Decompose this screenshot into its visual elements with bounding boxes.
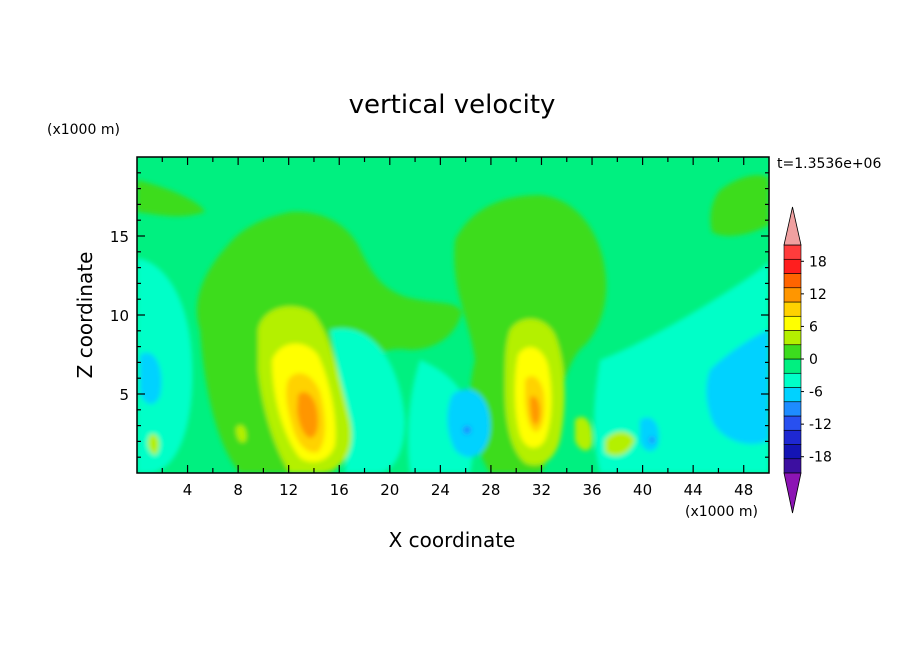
chart-title: vertical velocity xyxy=(349,90,556,120)
y-tick-label: 10 xyxy=(110,307,129,325)
colorbar-cell xyxy=(783,344,802,360)
colorbar-cell xyxy=(783,315,802,331)
colorbar-under-arrow xyxy=(783,472,802,514)
x-tick-label: 28 xyxy=(481,481,500,499)
x-axis-label: X coordinate xyxy=(389,528,516,552)
x-tick-label: 32 xyxy=(532,481,551,499)
colorbar-label: 0 xyxy=(809,352,818,368)
x-tick-label: 8 xyxy=(233,481,243,499)
colorbar-cell xyxy=(783,387,802,403)
velocity-field xyxy=(137,157,769,473)
colorbar-cell xyxy=(783,444,802,460)
x-tick-label: 24 xyxy=(431,481,450,499)
x-tick-label: 40 xyxy=(633,481,652,499)
y-axis: 5 10 15 xyxy=(110,172,769,458)
colorbar-cell xyxy=(783,273,802,289)
time-label: t=1.3536e+06 xyxy=(777,156,881,172)
colorbar-cell xyxy=(783,301,802,317)
y-axis-label: Z coordinate xyxy=(73,252,97,379)
x-tick-label: 44 xyxy=(684,481,703,499)
colorbar-label: -6 xyxy=(809,385,823,401)
x-tick-label: 16 xyxy=(330,481,349,499)
colorbar-cell xyxy=(783,287,802,303)
x-tick-label: 4 xyxy=(183,481,193,499)
x-tick-label: 12 xyxy=(279,481,298,499)
y-tick-label: 5 xyxy=(119,386,129,404)
colorbar-cell xyxy=(783,429,802,445)
x-tick-label: 36 xyxy=(582,481,601,499)
colorbar-label: 18 xyxy=(809,254,827,270)
colorbar-label: 6 xyxy=(809,319,818,335)
colorbar-cell xyxy=(783,401,802,417)
colorbar-cell xyxy=(783,458,802,474)
colorbar-cell xyxy=(783,358,802,374)
colorbar-label: 12 xyxy=(809,287,827,303)
colorbar-cell xyxy=(783,258,802,274)
x-axis: 4 8 12 16 20 24 28 32 36 40 44 48 xyxy=(161,157,753,499)
colorbar-cell xyxy=(783,372,802,388)
colorbar-cell xyxy=(783,244,802,260)
colorbar-label: -12 xyxy=(809,417,832,433)
colorbar: -18 -12 -6 0 6 12 18 xyxy=(783,206,832,514)
colorbar-cell xyxy=(783,415,802,431)
x-tick-label: 48 xyxy=(734,481,753,499)
colorbar-over-arrow xyxy=(783,206,802,246)
y-unit-label: (x1000 m) xyxy=(47,122,120,138)
colorbar-label: -18 xyxy=(809,450,832,466)
x-tick-label: 20 xyxy=(380,481,399,499)
y-tick-label: 15 xyxy=(110,228,129,246)
colorbar-cell xyxy=(783,330,802,346)
x-unit-label: (x1000 m) xyxy=(685,504,758,520)
